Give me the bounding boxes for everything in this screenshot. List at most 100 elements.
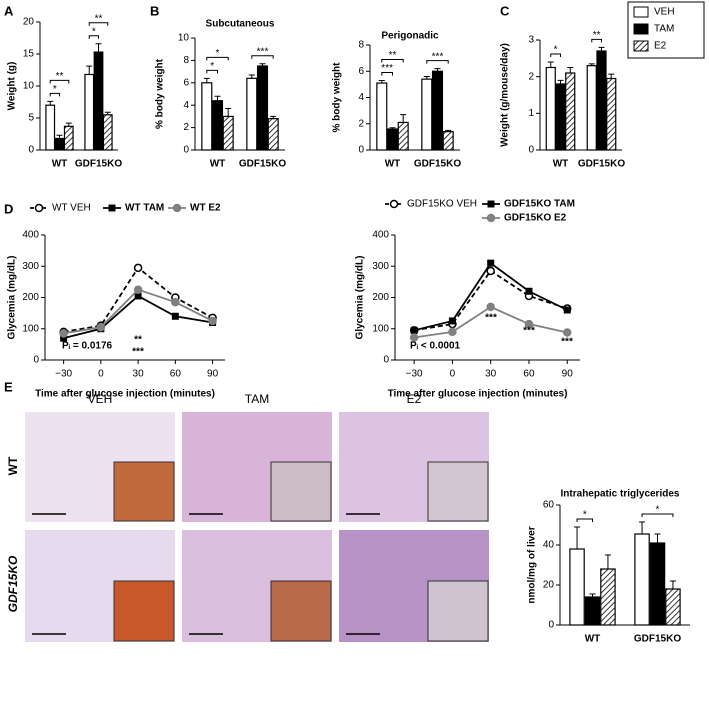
y-tick-label: 15 (23, 49, 35, 60)
bar (586, 65, 597, 151)
error-bar (574, 526, 581, 549)
y-tick-label: 2 (183, 122, 189, 133)
y-tick-label: 400 (372, 230, 389, 241)
x-tick-label: −30 (406, 369, 423, 380)
marker (59, 329, 68, 338)
marker (134, 292, 142, 300)
error-bar (557, 79, 564, 84)
error-bar (104, 111, 111, 115)
panel-label: B (150, 3, 159, 18)
column-header: E2 (407, 392, 422, 406)
significance-label: * (583, 510, 587, 521)
x-tick-label: 0 (450, 369, 456, 380)
inset (270, 580, 332, 642)
significance-bracket (206, 56, 229, 61)
panel-label: D (4, 201, 13, 216)
y-tick-label: 4 (183, 100, 189, 111)
bar (201, 82, 213, 151)
error-bar (608, 73, 615, 79)
y-tick-label: 0 (528, 145, 534, 156)
legend-label: TAM (654, 24, 674, 35)
error-bar (203, 77, 210, 83)
y-tick-label: 0 (383, 355, 389, 366)
y-tick-label: 8 (358, 40, 364, 51)
y-tick-label: 4 (358, 92, 364, 103)
legend-swatch (633, 6, 649, 18)
error-bar (434, 68, 441, 72)
significance-bracket (641, 513, 674, 517)
marker (133, 263, 143, 273)
significance-bracket (88, 22, 109, 26)
legend-marker (486, 213, 496, 223)
y-axis-label: Weight (g/mouse/day) (500, 43, 511, 147)
bar (555, 83, 566, 151)
bar (569, 548, 585, 626)
x-tick-label: 60 (523, 369, 535, 380)
panel-label: C (500, 3, 510, 18)
error-bar (225, 108, 232, 117)
histology: VEH TAM E2 WT GDF15KO (6, 392, 489, 642)
y-tick-label: 2 (528, 71, 534, 82)
bar (606, 77, 617, 151)
significance-bracket (576, 518, 593, 522)
significance-bracket (381, 71, 393, 76)
bar (376, 82, 388, 151)
bar (665, 588, 681, 626)
error-bar (389, 127, 396, 129)
bar (421, 78, 433, 151)
annotation: *** (523, 326, 535, 337)
bar (584, 596, 601, 626)
marker (486, 302, 495, 312)
significance-bracket (206, 69, 218, 74)
significance-label: * (554, 45, 558, 56)
error-bar (270, 115, 277, 119)
y-axis-label: % body weight (155, 58, 166, 129)
x-tick-label: 90 (562, 369, 574, 380)
panel-label: A (4, 3, 14, 18)
bar (93, 51, 104, 151)
error-bar (248, 74, 255, 79)
marker (448, 317, 456, 325)
y-tick-label: 3 (528, 35, 534, 46)
bar (600, 568, 616, 626)
x-tick-label: WT (585, 634, 601, 645)
y-tick-label: 6 (358, 66, 364, 77)
legend-label: E2 (654, 41, 667, 52)
legend-label: WT E2 (190, 203, 221, 214)
column-header: TAM (245, 392, 269, 406)
annotation: *** (132, 347, 144, 358)
bar (649, 542, 666, 626)
error-bar (654, 533, 661, 543)
y-tick-label: 200 (372, 292, 389, 303)
significance-bracket (49, 92, 60, 97)
significance-bracket (550, 53, 561, 57)
inset (113, 580, 175, 642)
x-tick-label: WT (210, 159, 226, 170)
error-bar (378, 79, 385, 84)
x-tick-label: WT (553, 159, 569, 170)
legend-label: GDF15KO VEH (407, 199, 477, 210)
significance-label: * (53, 84, 57, 95)
y-tick-label: 60 (543, 500, 555, 511)
y-tick-label: 100 (372, 323, 389, 334)
y-axis-label: Glycemia (mg/dL) (7, 256, 18, 340)
chart-title: Intrahepatic triglycerides (561, 489, 680, 500)
x-tick-label: 90 (207, 369, 219, 380)
error-bar (669, 580, 676, 589)
legend-marker (389, 199, 399, 209)
series-line (63, 294, 213, 339)
annotation: *** (485, 313, 497, 324)
bar (54, 137, 65, 151)
bar (565, 72, 576, 151)
column-header: VEH (88, 392, 113, 406)
y-tick-label: 10 (23, 81, 35, 92)
annotation: *** (561, 337, 573, 348)
y-axis-label: % body weight (332, 62, 343, 133)
marker (524, 319, 534, 329)
annotation: Pᵢ = 0.0176 (62, 341, 113, 352)
significance-label: * (92, 26, 96, 37)
significance-bracket (426, 60, 449, 64)
significance-label: ** (95, 13, 103, 24)
legend-label: VEH (654, 7, 675, 18)
x-axis-label: Time after glucose injection (minutes) (35, 389, 215, 400)
